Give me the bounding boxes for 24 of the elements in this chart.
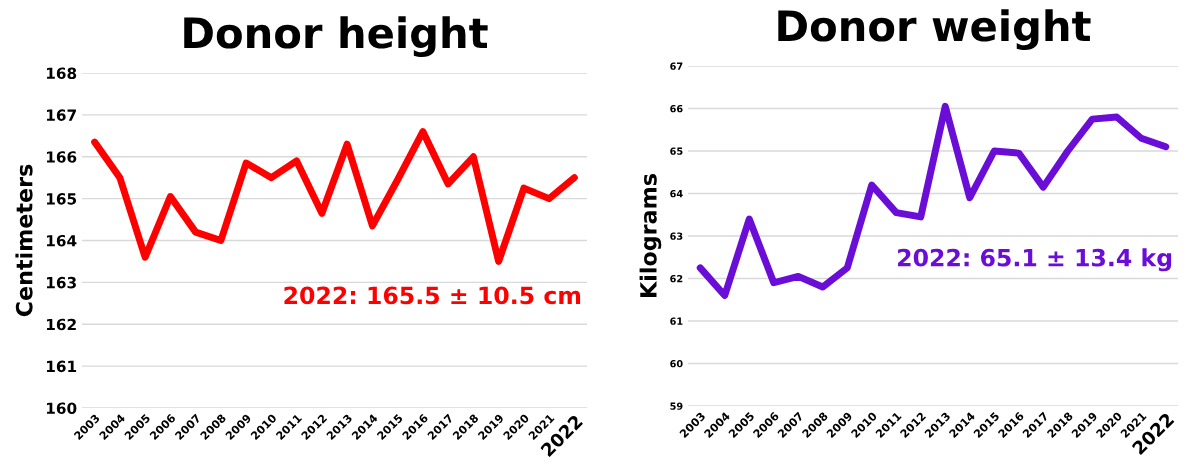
y-tick-label: 168 (46, 67, 77, 80)
y-tick-label: 61 (670, 317, 683, 325)
y-tick-label: 66 (670, 104, 683, 113)
y-axis-title: Kilograms (639, 174, 662, 297)
annotation: 2022: 165.5 ± 10.5 cm (284, 286, 581, 305)
y-tick-label: 59 (670, 402, 683, 410)
y-axis-title: Centimeters (15, 164, 33, 317)
annotation: 2022: 65.1 ± 13.4 kg (898, 248, 1172, 272)
y-tick-label: 161 (46, 360, 77, 373)
y-tick-label: 65 (670, 147, 683, 155)
y-tick-label: 67 (670, 62, 683, 70)
chart-title: Donor height (184, 16, 488, 57)
y-tick-label: 164 (46, 234, 77, 247)
y-tick-label: 163 (46, 276, 76, 289)
y-tick-label: 60 (670, 359, 683, 368)
y-tick-label: 166 (46, 151, 77, 163)
y-tick-label: 167 (46, 109, 76, 121)
y-tick-label: 160 (46, 402, 77, 415)
chart-title: Donor weight (778, 9, 1091, 50)
y-tick-label: 64 (670, 189, 683, 198)
y-tick-label: 63 (670, 232, 683, 240)
y-tick-label: 165 (46, 193, 77, 205)
y-tick-label: 162 (46, 318, 76, 331)
y-tick-label: 62 (670, 274, 683, 283)
